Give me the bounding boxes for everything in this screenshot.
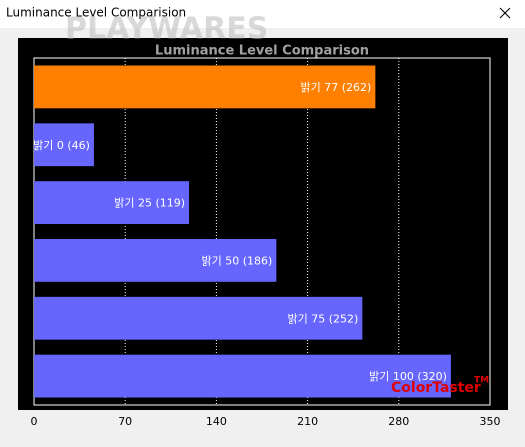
brand-mark: TM xyxy=(474,376,489,386)
bar xyxy=(34,354,451,398)
value-label: 밝기 0 (46) xyxy=(33,139,90,152)
bar xyxy=(34,296,363,340)
chart-title: Luminance Level Comparison xyxy=(155,44,369,59)
window-title: Luminance Level Comparision xyxy=(6,6,186,20)
x-tick-label: 0 xyxy=(31,415,38,428)
value-label: 밝기 100 (320) xyxy=(369,370,447,383)
bar xyxy=(34,239,277,282)
watermark: PLAYWARES xyxy=(65,12,268,47)
value-label: 밝기 25 (119) xyxy=(114,197,185,210)
x-tick-label: 70 xyxy=(118,415,132,428)
brand-name: ColorTaster xyxy=(391,380,481,396)
close-button[interactable] xyxy=(499,7,511,19)
x-tick-label: 280 xyxy=(388,415,409,428)
value-label: 밝기 75 (252) xyxy=(288,312,359,325)
value-label: 밝기 77 (262) xyxy=(301,81,372,94)
x-tick-label: 210 xyxy=(297,415,318,428)
x-tick-label: 140 xyxy=(206,415,227,428)
x-tick-label: 350 xyxy=(480,415,501,428)
bar xyxy=(34,65,376,109)
bar xyxy=(34,123,94,167)
value-label: 밝기 50 (186) xyxy=(202,254,273,267)
title-bar xyxy=(0,0,525,28)
bar xyxy=(34,181,190,224)
plot-frame xyxy=(33,57,491,406)
